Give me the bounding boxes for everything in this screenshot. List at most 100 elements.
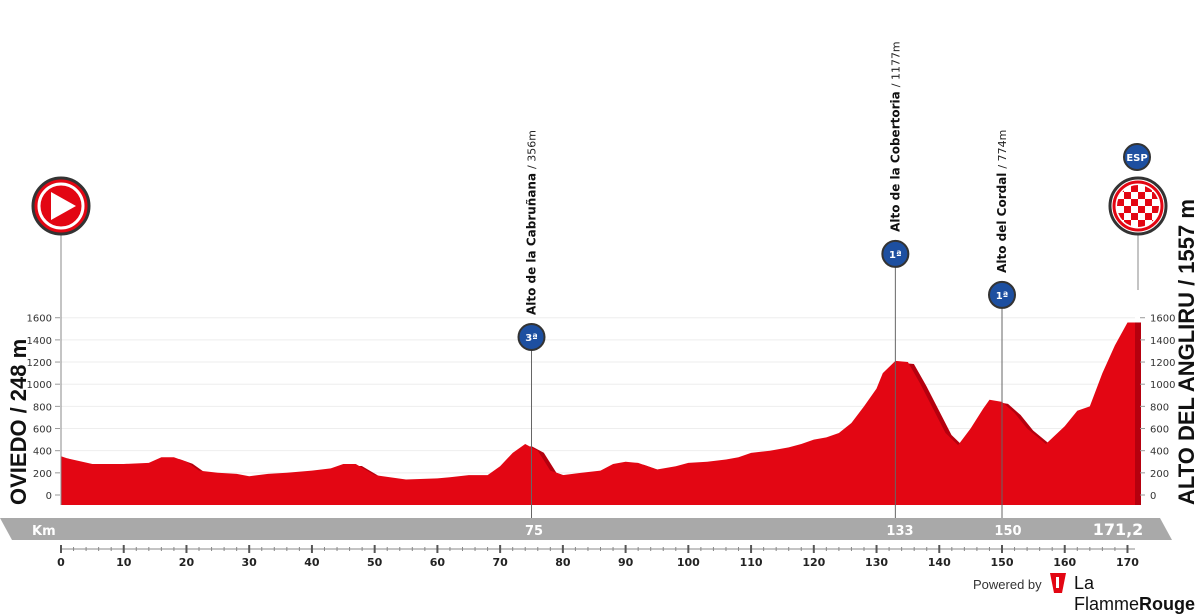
km-band-label: Km xyxy=(32,524,56,539)
climb-category-icon xyxy=(517,323,546,352)
y-tick-left-600: 600 xyxy=(33,425,52,436)
climb-label-2: Alto del Cordal / 774m xyxy=(995,130,1009,273)
x-tick-140: 140 xyxy=(928,556,951,569)
x-tick-30: 30 xyxy=(242,556,258,569)
esp-badge-icon xyxy=(1123,143,1151,171)
x-tick-160: 160 xyxy=(1053,556,1076,569)
x-tick-90: 90 xyxy=(618,556,634,569)
checker-cell xyxy=(1138,199,1145,206)
climb-altitude-0: / 356m xyxy=(526,130,539,169)
km-band: Km 75 133 150 171,2 xyxy=(0,518,1172,540)
climb-name-0: Alto de la Cabruñana xyxy=(525,173,539,315)
y-tick-left-1200: 1200 xyxy=(27,358,52,369)
checker-cell xyxy=(1131,220,1138,227)
svg-text:OVIEDO/ 248 m: OVIEDO / 248 m xyxy=(6,339,31,505)
climb-category-1: 1ª xyxy=(889,250,902,261)
climb-altitude-2: / 774m xyxy=(996,130,1009,169)
checker-cell xyxy=(1145,213,1152,220)
checker-cell xyxy=(1138,192,1145,199)
y-tick-right-1600: 1600 xyxy=(1150,314,1175,325)
climb-name-1: Alto de la Cobertoria xyxy=(888,91,902,232)
y-axis-left: 0 200 400 600 800 1000 1200 1400 1600 xyxy=(27,314,60,502)
km-key-75: 75 xyxy=(525,524,543,539)
x-tick-60: 60 xyxy=(430,556,446,569)
profile-area xyxy=(61,322,1135,505)
checker-cell xyxy=(1124,220,1131,227)
y-tick-right-1400: 1400 xyxy=(1150,336,1175,347)
x-tick-20: 20 xyxy=(179,556,195,569)
finish-elevation: / 1557 m xyxy=(1174,199,1199,286)
x-tick-0: 0 xyxy=(57,556,65,569)
checker-cell xyxy=(1124,192,1131,199)
y-axis-right: 0 200 400 600 800 1000 1200 1400 1600 xyxy=(1140,314,1175,502)
y-tick-right-400: 400 xyxy=(1150,447,1169,458)
start-marker xyxy=(31,176,91,505)
checker-cell xyxy=(1152,199,1159,206)
climb-category-icon xyxy=(881,239,910,268)
checker-cell xyxy=(1131,206,1138,213)
climb-markers: 3ª Alto de la Cabruñana / 356m 1ª Alto de la… xyxy=(517,41,1017,518)
y-tick-right-0: 0 xyxy=(1150,491,1156,502)
y-tick-right-1200: 1200 xyxy=(1150,358,1175,369)
checker-cell xyxy=(1117,213,1124,220)
checker-cell xyxy=(1152,206,1159,213)
checker-cell xyxy=(1145,185,1152,192)
y-tick-left-1000: 1000 xyxy=(27,380,52,391)
x-tick-40: 40 xyxy=(304,556,320,569)
profile-area-layer xyxy=(61,322,1141,505)
y-tick-left-0: 0 xyxy=(46,491,52,502)
checker-cell xyxy=(1145,199,1152,206)
checker-cell xyxy=(1145,192,1152,199)
y-tick-left-1400: 1400 xyxy=(27,336,52,347)
start-elevation: / 248 m xyxy=(6,339,31,414)
y-tick-right-200: 200 xyxy=(1150,469,1169,480)
powered-by-text: Powered by xyxy=(973,577,1042,592)
y-tick-right-800: 800 xyxy=(1150,402,1169,413)
y-tick-right-600: 600 xyxy=(1150,425,1169,436)
checker-cell xyxy=(1145,220,1152,227)
climb-altitude-1: / 1177m xyxy=(889,41,902,87)
y-tick-right-1000: 1000 xyxy=(1150,380,1175,391)
checker-cell xyxy=(1117,206,1124,213)
finish-label: ALTO DEL ANGLIRU / 1557 m xyxy=(1174,199,1199,505)
km-key-150: 150 xyxy=(994,524,1021,539)
y-tick-left-800: 800 xyxy=(33,402,52,413)
x-tick-10: 10 xyxy=(116,556,132,569)
checker-cell xyxy=(1124,199,1131,206)
climb-category-0: 3ª xyxy=(525,333,538,344)
x-tick-50: 50 xyxy=(367,556,383,569)
checker-cell xyxy=(1124,206,1131,213)
km-key-133: 133 xyxy=(886,524,913,539)
start-label: OVIEDO / 248 m xyxy=(6,339,31,505)
x-tick-100: 100 xyxy=(677,556,700,569)
brand-logo-text: La FlammeRouge xyxy=(1074,573,1196,614)
checker-cell xyxy=(1138,213,1145,220)
checker-cell xyxy=(1145,206,1152,213)
checker-cell xyxy=(1152,192,1159,199)
grid-lines xyxy=(61,317,1135,496)
svg-text:ALTO DEL ANGLIRU/ 1557 m: ALTO DEL ANGLIRU / 1557 m xyxy=(1174,199,1199,505)
x-tick-170: 170 xyxy=(1116,556,1139,569)
climb-name-2: Alto del Cordal xyxy=(995,173,1009,273)
y-tick-left-200: 200 xyxy=(33,469,52,480)
climb-category-icon xyxy=(988,280,1017,309)
checker-cell xyxy=(1124,185,1131,192)
checker-cell xyxy=(1152,213,1159,220)
x-tick-150: 150 xyxy=(991,556,1014,569)
checker-cell xyxy=(1138,220,1145,227)
climb-label-1: Alto de la Cobertoria / 1177m xyxy=(888,41,902,232)
flamme-rouge-logo-icon xyxy=(1050,573,1066,593)
climb-label-0: Alto de la Cabruñana / 356m xyxy=(525,130,539,315)
y-tick-left-1600: 1600 xyxy=(27,314,52,325)
svg-text:Alto de la Cabruñana/ 356m: Alto de la Cabruñana / 356m xyxy=(525,130,539,315)
start-city: OVIEDO xyxy=(6,419,31,505)
x-axis: 0 10 20 30 40 50 60 70 80 90 100 110 120 130 140 150 160… xyxy=(57,545,1139,569)
x-tick-120: 120 xyxy=(802,556,825,569)
svg-text:Alto de la Cobertoria/ 1177m: Alto de la Cobertoria / 1177m xyxy=(888,41,902,232)
finish-km-label: 171,2 xyxy=(1093,520,1144,539)
checker-cell xyxy=(1131,199,1138,206)
x-tick-130: 130 xyxy=(865,556,888,569)
checker-cell xyxy=(1138,206,1145,213)
checker-cell xyxy=(1124,213,1131,220)
